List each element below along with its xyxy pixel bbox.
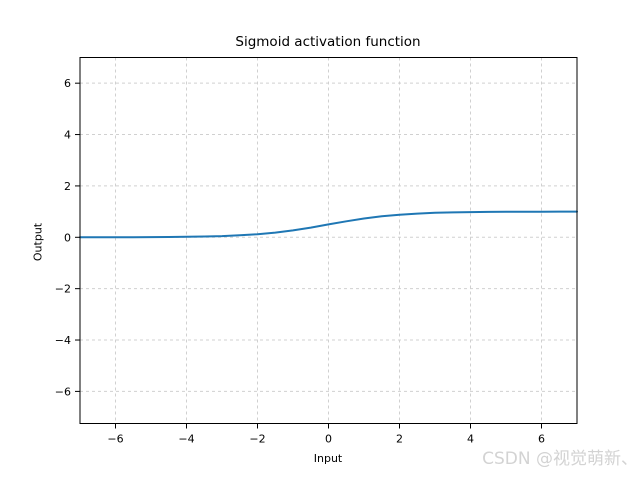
y-tick-label: −4 [55,334,71,347]
chart-title: Sigmoid activation function [235,34,421,50]
x-tick-label: 4 [467,433,474,446]
csdn-watermark: CSDN @视觉萌新、 [482,449,638,469]
y-tick-label: 6 [64,77,71,90]
x-tick-label: −4 [178,433,194,446]
x-tick-label: 0 [325,433,332,446]
x-tick-label: 2 [396,433,403,446]
y-tick-label: −6 [55,385,71,398]
y-axis-label: Output [31,222,45,262]
y-tick-label: 2 [64,180,71,193]
x-tick-label: −6 [107,433,123,446]
y-tick-label: 4 [64,129,71,142]
y-tick-label: 0 [64,231,71,244]
x-axis-label: Input [313,452,343,465]
x-tick-label: −2 [249,433,265,446]
x-tick-label: 6 [538,433,545,446]
sigmoid-curve [79,210,578,239]
y-tick-label: −2 [55,283,71,296]
